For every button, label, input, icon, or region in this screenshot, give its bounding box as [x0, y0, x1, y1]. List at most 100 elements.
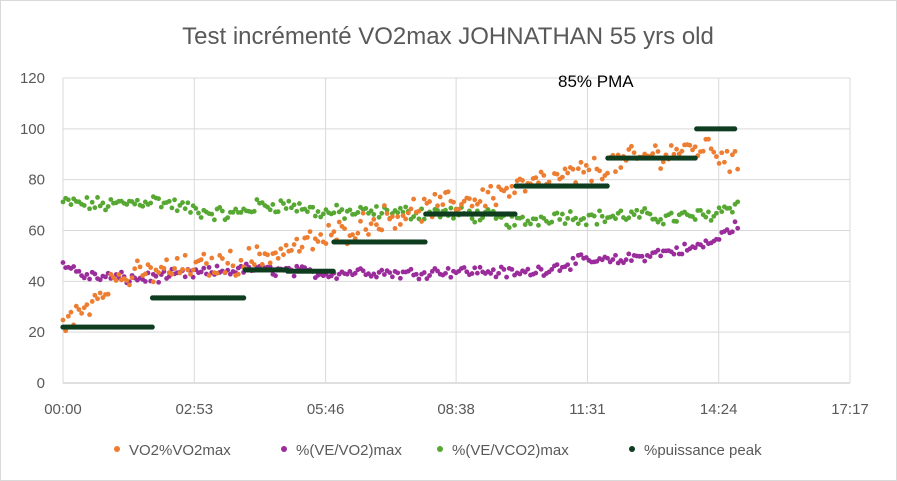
- data-point: [342, 216, 347, 222]
- data-point: [599, 176, 605, 182]
- data-point: [599, 213, 605, 219]
- data-point: [708, 217, 714, 223]
- data-point: [328, 232, 334, 238]
- data-point: [445, 266, 451, 271]
- data-point: [97, 290, 103, 296]
- y-tick-label: 40: [28, 273, 45, 290]
- data-point: [397, 222, 403, 227]
- data-point: [589, 178, 594, 184]
- data-point: [732, 126, 738, 132]
- data-point: [201, 265, 207, 271]
- data-point: [363, 206, 369, 211]
- data-point: [374, 222, 379, 228]
- data-point: [504, 185, 509, 191]
- data-point: [182, 206, 188, 212]
- data-point: [156, 270, 162, 275]
- data-point: [137, 264, 143, 270]
- data-point: [419, 219, 424, 224]
- data-point: [443, 207, 448, 213]
- data-point: [368, 221, 374, 227]
- data-point: [100, 200, 106, 206]
- data-point: [209, 211, 215, 217]
- data-point: [610, 257, 616, 262]
- data-point: [289, 248, 294, 253]
- y-tick-label: 0: [37, 375, 45, 392]
- data-point: [724, 227, 730, 233]
- data-point: [336, 219, 342, 225]
- data-point: [283, 206, 289, 211]
- data-point: [233, 206, 239, 212]
- data-point: [698, 208, 703, 213]
- data-point: [432, 191, 438, 197]
- data-point: [594, 221, 600, 227]
- data-point: [304, 209, 310, 215]
- data-point: [235, 271, 241, 277]
- data-point: [198, 269, 204, 275]
- x-tick-label: 02:53: [176, 401, 214, 418]
- data-point: [166, 198, 172, 204]
- data-point: [142, 279, 148, 284]
- data-point: [371, 216, 377, 222]
- data-point: [347, 207, 353, 213]
- data-point: [230, 263, 236, 269]
- data-point: [477, 264, 483, 270]
- data-point: [591, 155, 597, 161]
- data-point: [238, 210, 244, 215]
- data-point: [692, 217, 698, 222]
- data-point: [597, 208, 602, 214]
- data-point: [87, 276, 92, 282]
- data-point: [411, 196, 417, 202]
- data-point: [583, 222, 589, 228]
- data-point: [522, 222, 528, 227]
- data-point: [674, 146, 679, 152]
- data-point: [719, 150, 725, 156]
- data-point: [185, 267, 191, 273]
- legend-label: VO2%VO2max: [129, 442, 231, 459]
- data-point: [721, 159, 727, 165]
- data-point: [339, 207, 345, 212]
- data-point: [658, 253, 664, 259]
- data-point: [408, 266, 414, 272]
- data-point: [716, 205, 722, 211]
- data-point: [358, 218, 363, 224]
- data-point: [212, 217, 217, 223]
- data-point: [711, 213, 717, 219]
- data-point: [674, 219, 679, 224]
- data-point: [575, 166, 581, 172]
- data-point: [687, 142, 693, 148]
- data-point: [395, 270, 401, 276]
- data-point: [310, 204, 316, 210]
- legend-label: %(VE/VCO2)max: [452, 442, 569, 459]
- data-point: [172, 266, 177, 271]
- data-point: [209, 255, 215, 261]
- data-point: [658, 166, 664, 171]
- data-point: [379, 210, 385, 216]
- data-point: [549, 267, 555, 272]
- data-point: [435, 268, 440, 274]
- data-point: [265, 252, 270, 258]
- data-point: [472, 265, 478, 271]
- data-point: [368, 208, 374, 214]
- data-point: [198, 257, 204, 263]
- data-point: [565, 170, 571, 176]
- y-axis-ticks: 0 20 40 60 80 100 120: [20, 70, 45, 392]
- data-point: [185, 200, 191, 206]
- data-point: [342, 226, 347, 231]
- data-point: [360, 268, 366, 274]
- data-point: [655, 247, 661, 253]
- data-point: [647, 254, 653, 260]
- data-point: [403, 204, 409, 210]
- data-point: [427, 199, 432, 204]
- data-point: [700, 148, 706, 154]
- data-point: [275, 255, 281, 261]
- data-point: [95, 195, 100, 200]
- data-point: [169, 205, 175, 211]
- data-point: [331, 229, 337, 235]
- data-point: [254, 244, 260, 250]
- data-point: [708, 146, 714, 152]
- data-point: [626, 251, 632, 257]
- data-point: [379, 227, 385, 233]
- data-point: [573, 215, 579, 221]
- data-point: [719, 209, 725, 215]
